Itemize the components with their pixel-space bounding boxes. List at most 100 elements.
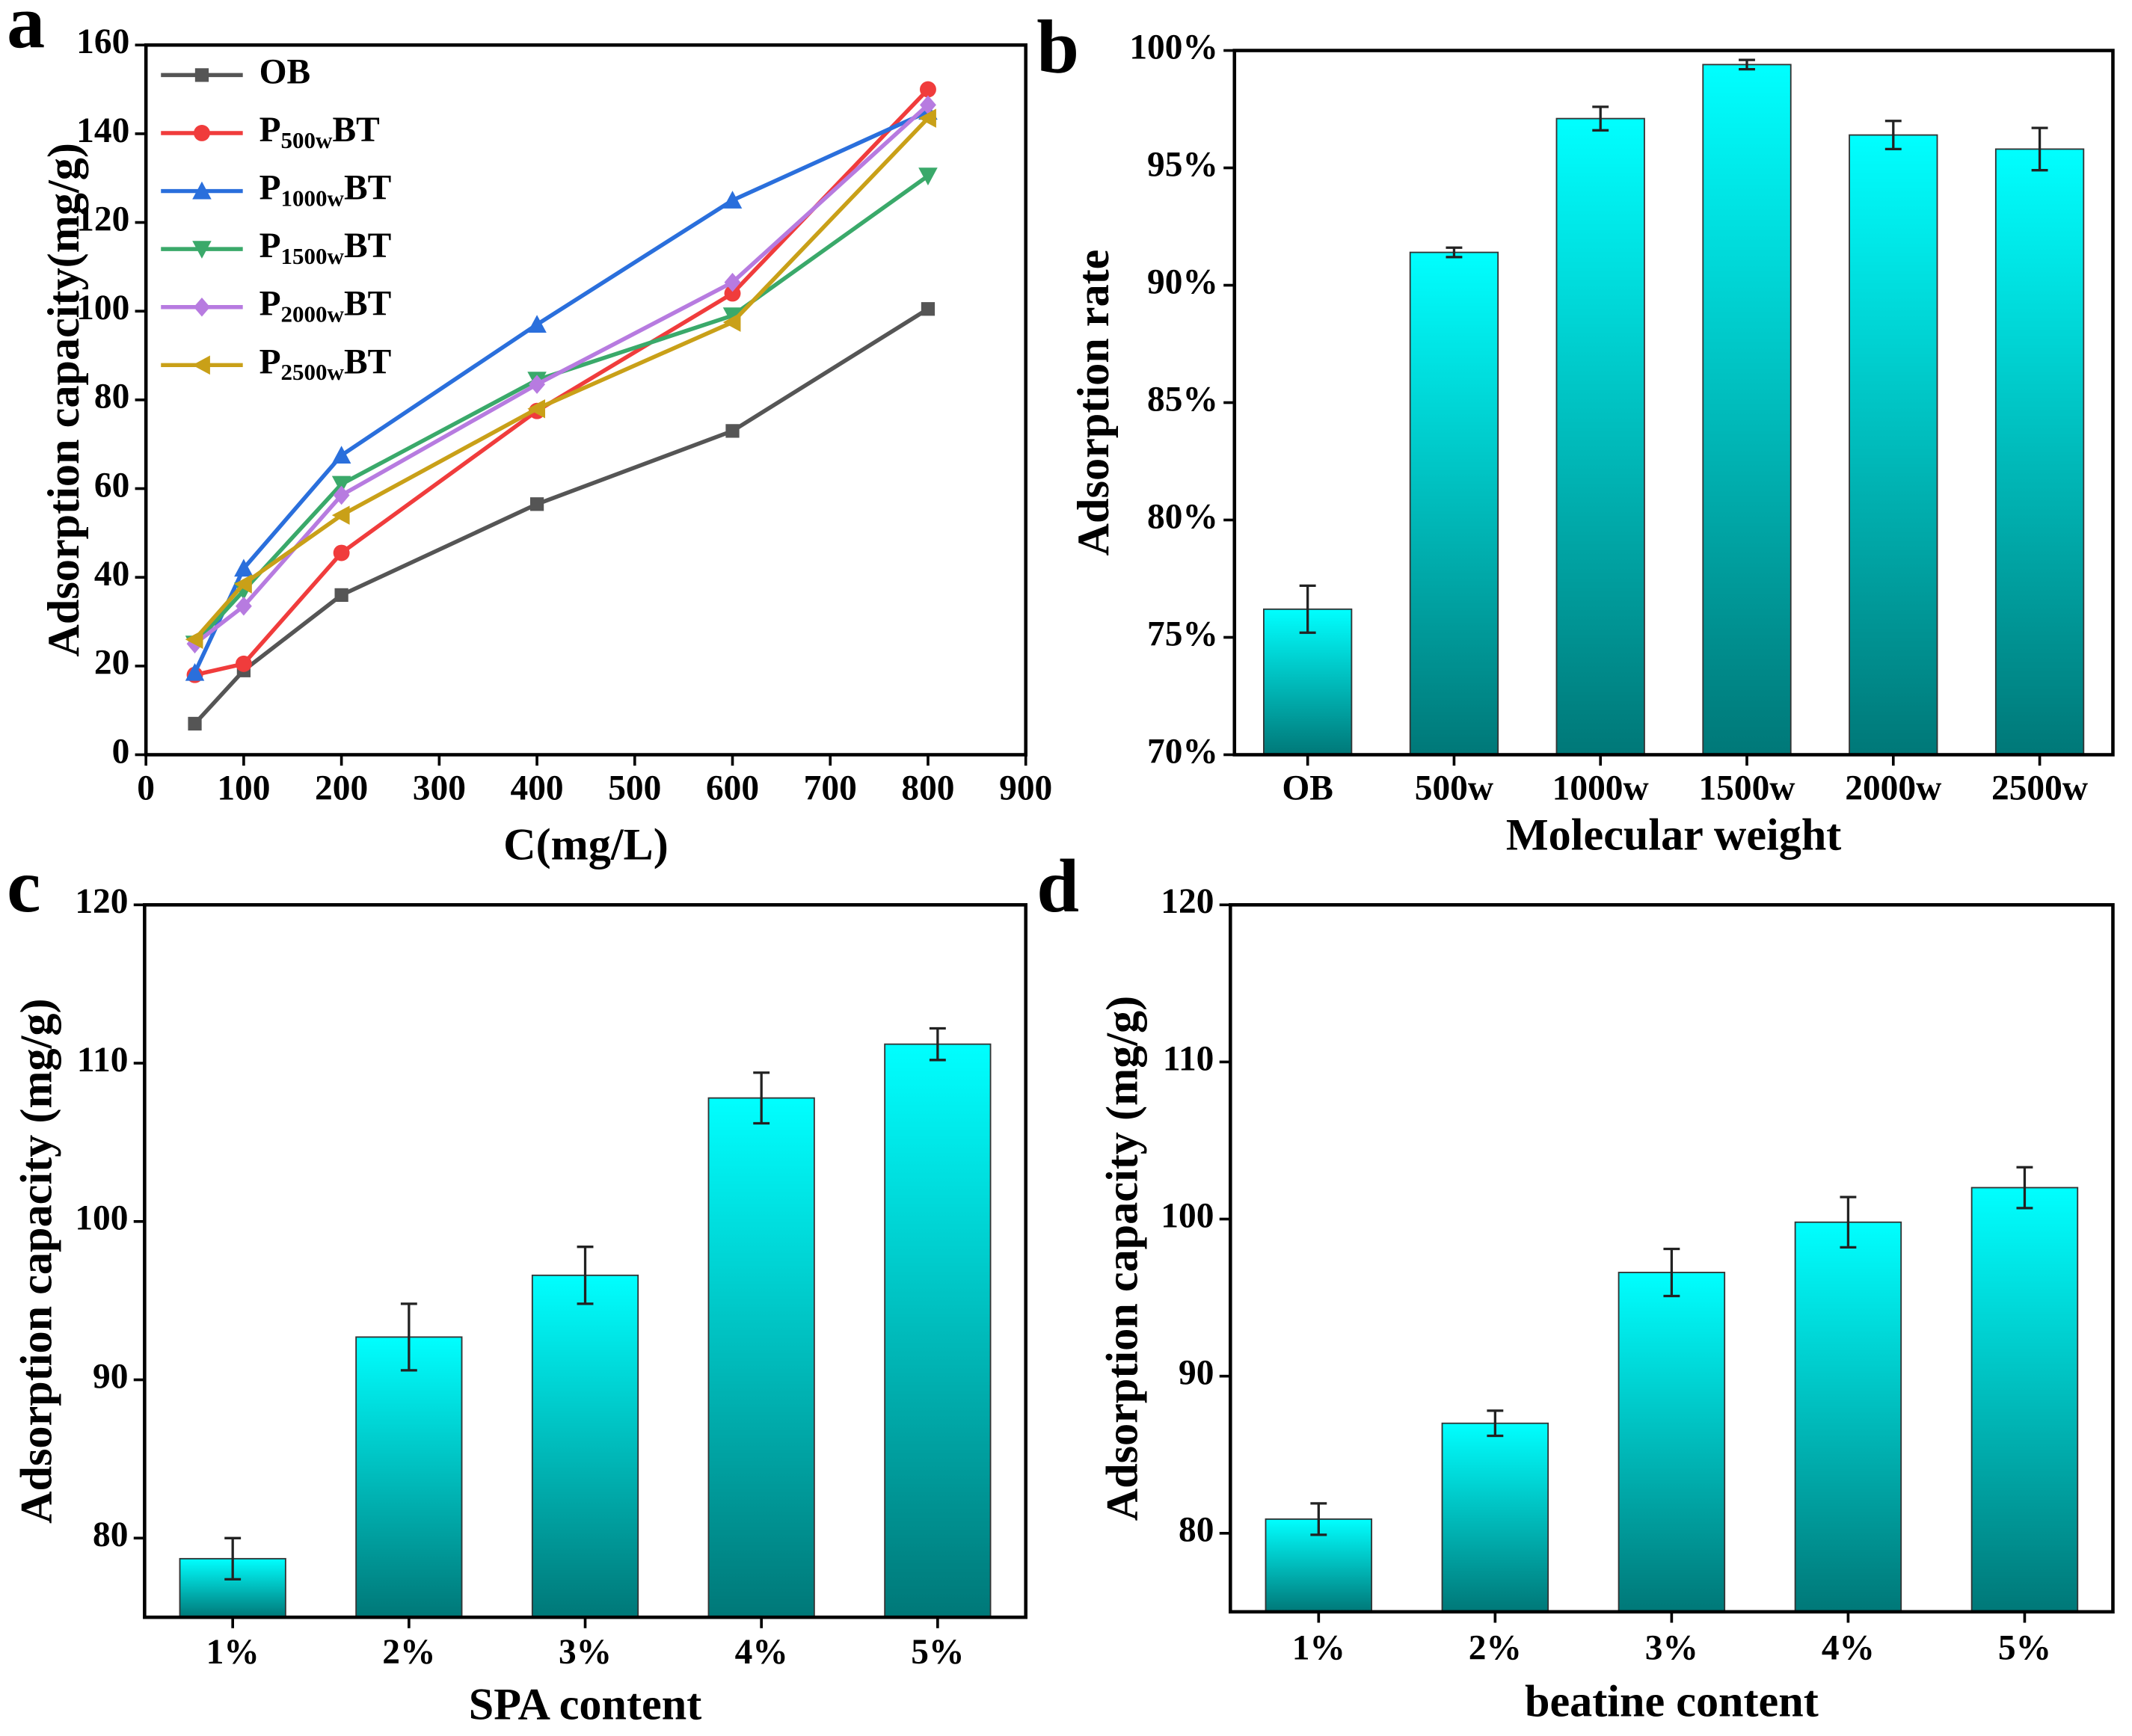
y-tick-label: 20 (94, 644, 129, 683)
marker (724, 272, 741, 292)
marker (725, 424, 740, 438)
series-line (194, 87, 930, 677)
y-tick-label: 95% (1147, 145, 1218, 184)
plot-frame (1229, 903, 2115, 1614)
error-bar (929, 1026, 946, 1062)
marker (722, 191, 743, 209)
y-tick-label: 60 (94, 466, 129, 505)
error-bar (1310, 1502, 1327, 1536)
y-tick-label: 0 (112, 732, 130, 771)
x-tick-label: 400 (511, 769, 564, 808)
error-bar (224, 1536, 242, 1581)
x-tick-label: 600 (706, 769, 759, 808)
x-tick-label: 2500w (1991, 769, 2088, 808)
bar (1970, 1186, 2079, 1613)
series-line (193, 103, 930, 646)
error-bar (1840, 1195, 1857, 1249)
x-tick-label: 4% (735, 1633, 788, 1672)
error-bar (2031, 126, 2048, 172)
bar (1994, 148, 2085, 756)
error-bar (1299, 584, 1316, 634)
error-bar (1663, 1247, 1680, 1298)
panel-label: d (1036, 844, 1079, 929)
plot-frame (143, 903, 1027, 1619)
marker (192, 181, 212, 200)
legend-label: P500wBT (259, 111, 380, 153)
marker (722, 313, 741, 332)
panel-label: a (7, 0, 45, 65)
x-tick-label: 200 (315, 769, 368, 808)
x-tick-label: 100 (217, 769, 270, 808)
marker (192, 355, 210, 375)
bar (1849, 134, 1938, 756)
x-tick-label: 1% (206, 1633, 259, 1672)
marker (918, 167, 938, 186)
plot-frame (144, 43, 1027, 757)
bar (355, 1336, 463, 1619)
x-tick-label: 700 (804, 769, 857, 808)
series-line (193, 117, 930, 641)
y-tick-label: 120 (76, 200, 129, 238)
marker (235, 655, 252, 672)
bar (1441, 1422, 1549, 1613)
marker (192, 241, 212, 259)
bar (707, 1097, 815, 1619)
marker (194, 68, 209, 82)
series-line (193, 109, 930, 674)
x-tick-label: 500 (608, 769, 661, 808)
y-tick-label: 80 (94, 378, 129, 416)
x-tick-label: 2000w (1845, 769, 1941, 808)
y-tick-label: 120 (75, 882, 128, 921)
marker (921, 302, 936, 316)
x-tick-label: 900 (999, 769, 1052, 808)
panel-label: c (7, 844, 40, 929)
bar (531, 1274, 639, 1619)
error-bar (1592, 105, 1609, 132)
y-axis-title: Adsorption capacity (mg/g) (12, 998, 62, 1524)
y-tick-label: 80 (1179, 1511, 1214, 1550)
marker (185, 630, 203, 650)
x-tick-label: 1000w (1552, 769, 1649, 808)
y-tick-label: 40 (94, 555, 129, 594)
y-tick-label: 100 (1161, 1196, 1214, 1235)
y-tick-label: 140 (76, 111, 129, 150)
marker (527, 398, 546, 419)
x-tick-label: 0 (137, 769, 155, 808)
y-tick-label: 75% (1147, 615, 1218, 653)
marker (334, 588, 348, 603)
legend-label: P1500wBT (259, 227, 392, 269)
marker (722, 307, 743, 325)
marker (235, 596, 252, 616)
series-line (193, 307, 930, 725)
x-tick-label: 3% (1645, 1629, 1698, 1668)
bar (884, 1043, 992, 1619)
y-tick-label: 90 (1179, 1354, 1214, 1393)
legend-label: P1000wBT (259, 168, 392, 211)
y-axis-title: Adsorption rate (1069, 250, 1119, 556)
x-tick-label: 2% (382, 1633, 435, 1672)
marker (234, 574, 252, 594)
y-tick-label: 160 (76, 22, 129, 61)
y-tick-label: 110 (1163, 1039, 1214, 1078)
error-bar (1739, 58, 1755, 71)
x-tick-label: 5% (1998, 1629, 2051, 1668)
x-tick-label: 3% (559, 1633, 612, 1672)
marker (331, 505, 350, 525)
y-tick-label: 85% (1147, 380, 1218, 419)
error-bar (577, 1246, 594, 1305)
x-tick-label: 300 (413, 769, 466, 808)
y-tick-label: 80% (1147, 497, 1218, 536)
y-axis-title: Adsorption capacity (mg/g) (1097, 996, 1147, 1521)
x-tick-label: 4% (1822, 1629, 1875, 1668)
legend-label: OB (259, 52, 311, 91)
error-bar (1884, 120, 1902, 151)
x-tick-label: 800 (901, 769, 954, 808)
y-tick-label: 90% (1147, 262, 1218, 301)
bar (1409, 251, 1499, 756)
y-tick-label: 100 (75, 1199, 128, 1238)
marker (185, 662, 205, 681)
bar (1702, 64, 1792, 756)
x-axis-title: Molecular weight (1506, 810, 1841, 860)
marker (333, 544, 350, 561)
